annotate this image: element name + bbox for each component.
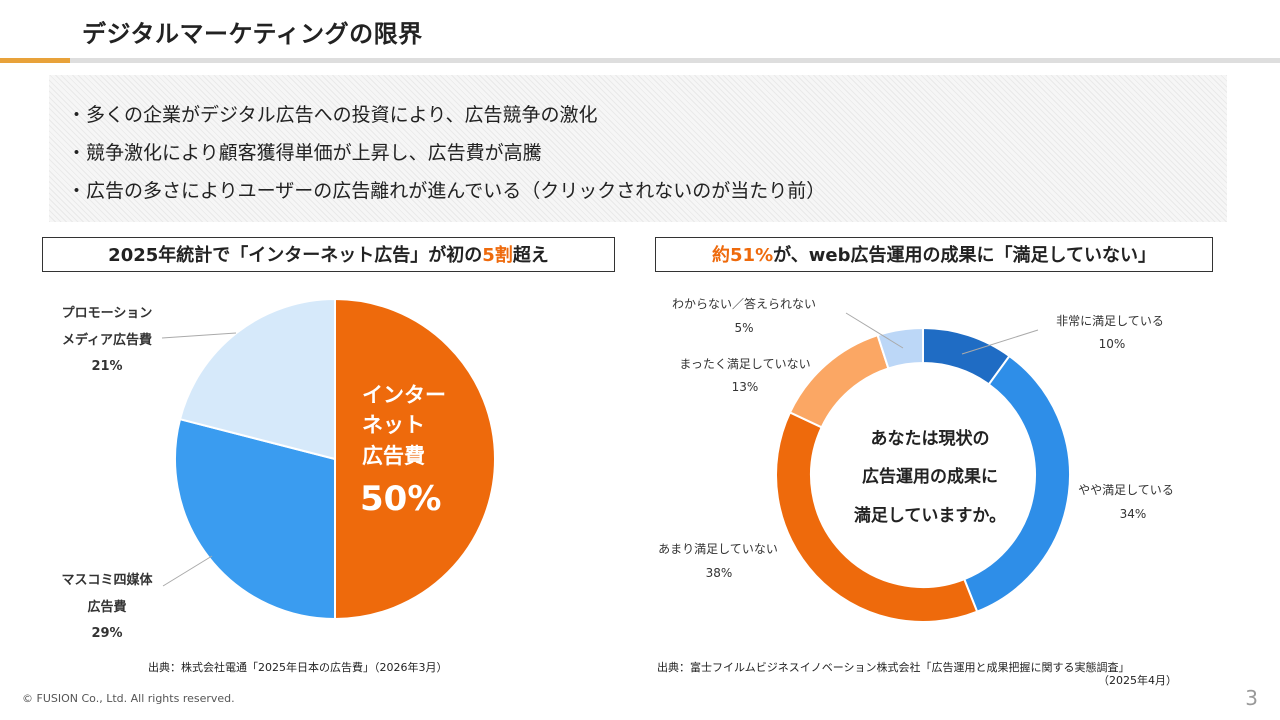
donut-label-not-satisfied: まったく満足していない	[679, 357, 810, 371]
satisfaction-donut-chart: 非常に満足している 10% やや満足している 34% あまり満足していない 38…	[658, 296, 1174, 623]
leader-line-mass-media	[162, 555, 213, 587]
page-title: デジタルマーケティングの限界	[82, 20, 423, 48]
right-heading-highlight: 約51%	[712, 245, 774, 266]
right-chart-heading: 約51%が、web広告運用の成果に「満足していない」	[655, 237, 1213, 272]
pie-label-mass-line1: マスコミ四媒体	[61, 572, 153, 588]
pie-value-mass: 29%	[91, 626, 122, 641]
donut-value-dont-know: 5%	[734, 321, 753, 335]
donut-label-very-satisfied: 非常に満足している	[1056, 314, 1164, 328]
donut-label-not-very-satisfied: あまり満足していない	[658, 542, 778, 556]
bullet-item: ・広告の多さによりユーザーの広告離れが進んでいる（クリックされないのが当たり前）	[67, 180, 826, 202]
donut-value-somewhat-satisfied: 34%	[1120, 507, 1147, 521]
pie-slice-promotion	[178, 297, 336, 461]
right-source-date: （2025年4月）	[1098, 674, 1177, 687]
pie-label-promotion-line2: メディア広告費	[62, 332, 152, 348]
donut-value-very-satisfied: 10%	[1099, 337, 1126, 351]
pie-label-mass-line2: 広告費	[87, 599, 126, 615]
left-source-note: 出典：株式会社電通「2025年日本の広告費」（2026年3月）	[148, 661, 448, 674]
pie-center-label-line3: 広告費	[362, 444, 425, 468]
title-accent	[0, 58, 70, 63]
leader-line-dont-know	[845, 312, 904, 349]
donut-slice-not-satisfied	[788, 333, 890, 429]
right-source-note: 出典：富士フイルムビジネスイノベーション株式会社「広告運用と成果把握に関する実態…	[657, 661, 1130, 674]
pie-label-promotion-line1: プロモーション	[62, 306, 153, 321]
donut-center-text-line2: 広告運用の成果に	[862, 466, 998, 487]
copyright: © FUSION Co., Ltd. All rights reserved.	[22, 692, 235, 705]
leader-line-very-satisfied	[961, 329, 1039, 355]
bullet-box: ・多くの企業がデジタル広告への投資により、広告競争の激化 ・競争激化により顧客獲…	[49, 75, 1227, 222]
donut-slice-dont-know	[876, 326, 924, 370]
donut-center-text-line1: あなたは現状の	[871, 428, 990, 449]
right-heading-post: が、web広告運用の成果に「満足していない」	[773, 245, 1156, 266]
donut-center-text-line3: 満足していますか。	[854, 505, 1006, 526]
ad-spend-pie-chart: プロモーション メディア広告費 21% マスコミ四媒体 広告費 29% インター…	[61, 297, 496, 641]
left-heading-pre: 2025年統計で「インターネット広告」が初の	[108, 245, 483, 266]
bullet-item: ・多くの企業がデジタル広告への投資により、広告競争の激化	[67, 104, 598, 126]
bullet-item: ・競争激化により顧客獲得単価が上昇し、広告費が高騰	[67, 142, 542, 164]
leader-line-promotion	[161, 332, 237, 339]
pie-slice-mass-media	[174, 417, 336, 621]
pie-slice-internet	[334, 297, 496, 621]
left-heading-post: 超え	[512, 245, 549, 266]
left-chart-heading: 2025年統計で「インターネット広告」が初の5割超え	[42, 237, 615, 272]
donut-label-somewhat-satisfied: やや満足している	[1078, 483, 1174, 497]
pie-center-label-line2: ネット	[362, 413, 425, 437]
pie-center-value: 50%	[360, 479, 441, 519]
page-number: 3	[1245, 686, 1258, 710]
pie-value-promotion: 21%	[91, 359, 122, 374]
donut-label-dont-know: わからない／答えられない	[672, 296, 816, 311]
donut-value-not-very-satisfied: 38%	[706, 566, 733, 580]
pie-center-label-line1: インター	[362, 383, 446, 407]
donut-value-not-satisfied: 13%	[732, 380, 759, 394]
title-underline	[0, 58, 1280, 63]
left-heading-highlight: 5割	[482, 245, 513, 266]
